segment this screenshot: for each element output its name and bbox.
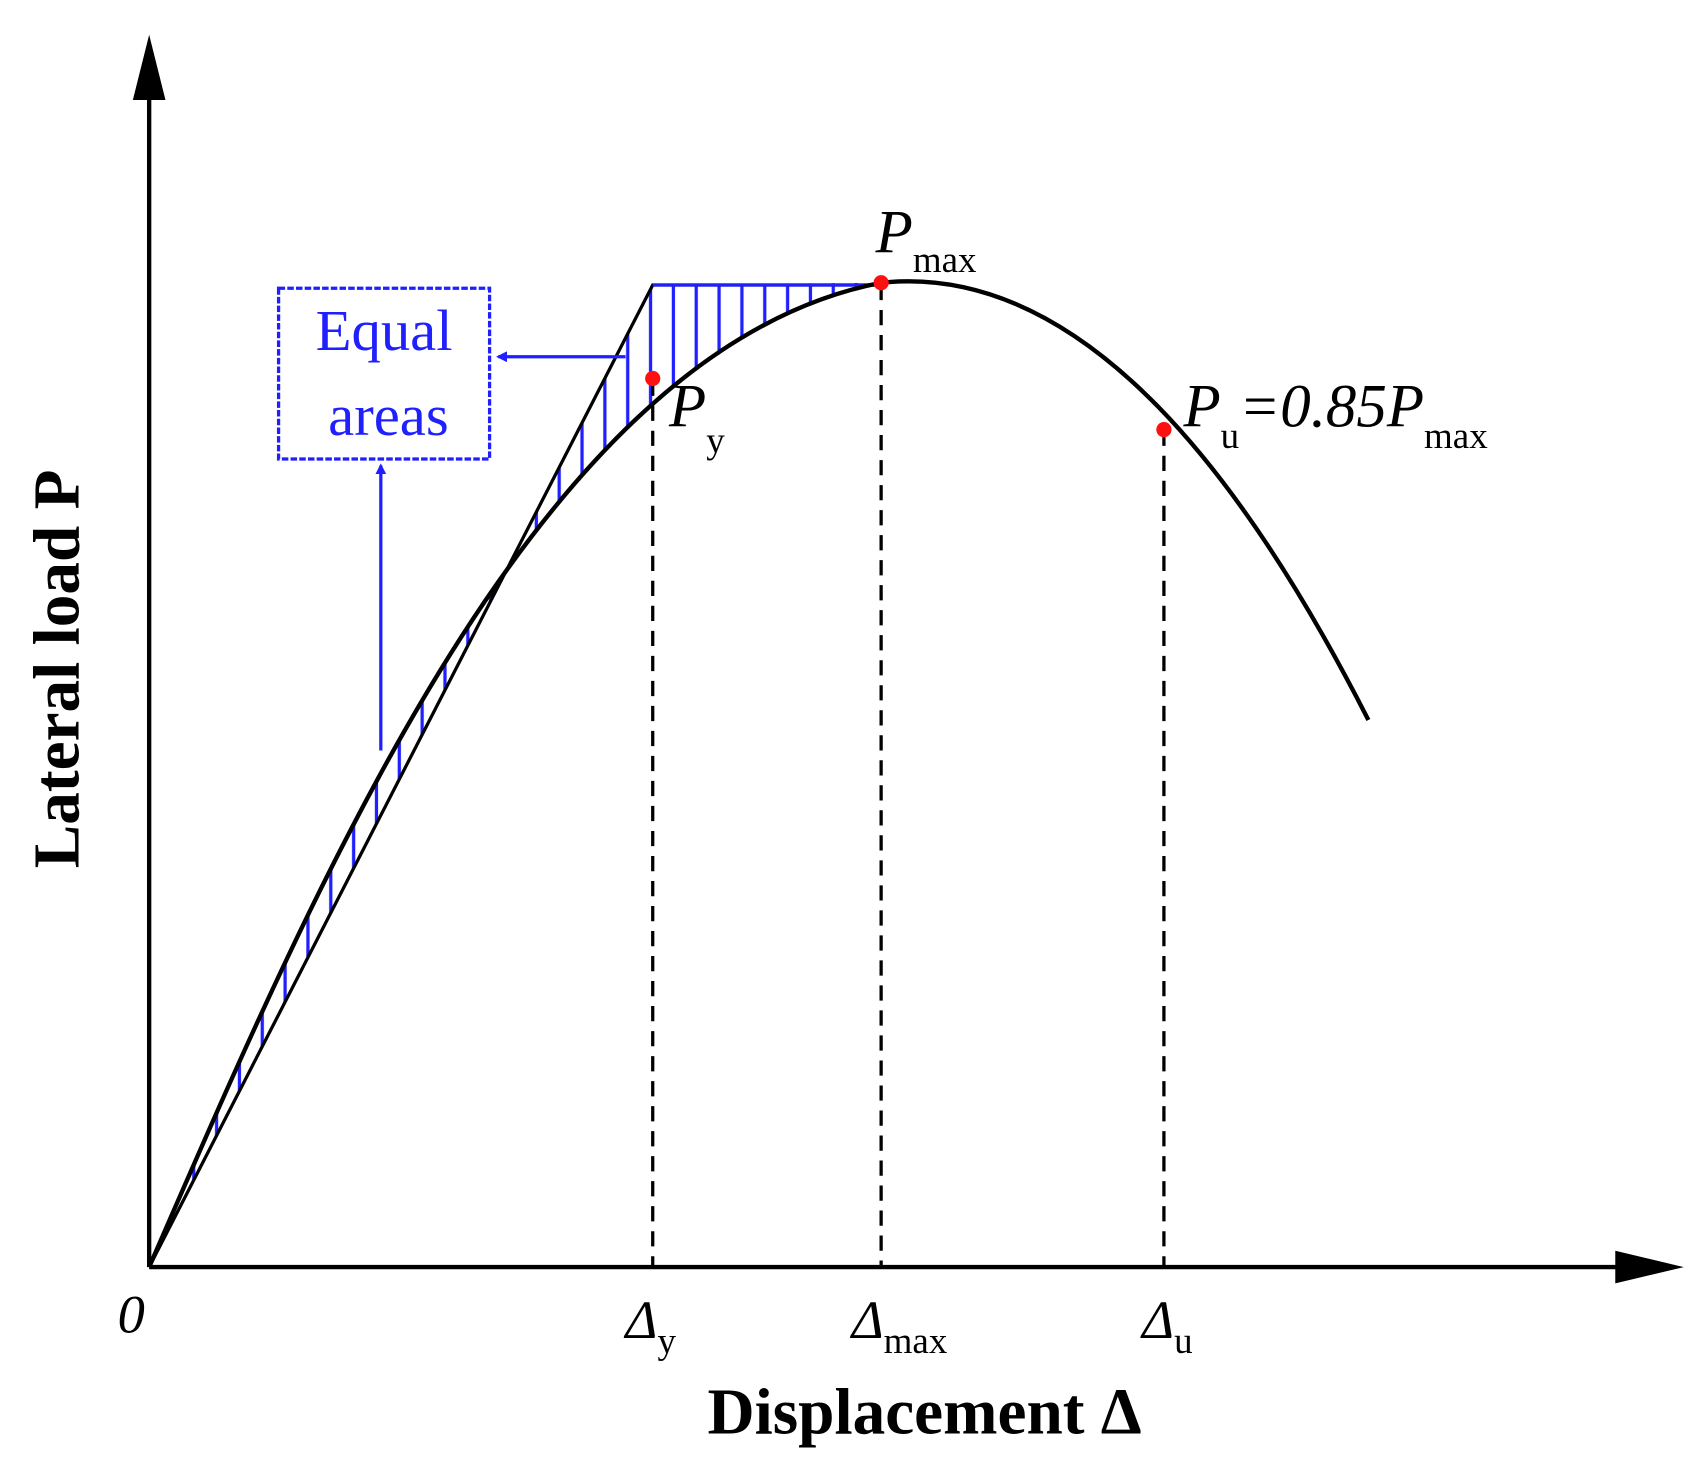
points xyxy=(645,275,1172,438)
annotation-text: Equal xyxy=(316,298,453,363)
label-part: max xyxy=(1424,415,1488,456)
annotation-box xyxy=(276,286,492,461)
label-part: P xyxy=(1182,373,1220,440)
x-tick-label: Δy xyxy=(624,1290,677,1361)
label-part: u xyxy=(1221,415,1239,456)
hatch-area xyxy=(149,282,882,1268)
label-part: P xyxy=(668,373,706,440)
label-part: max xyxy=(913,239,977,280)
x-arrow xyxy=(1615,1250,1684,1284)
y-arrow xyxy=(132,34,166,101)
guides xyxy=(651,284,1166,1268)
label-part: y xyxy=(657,1320,676,1361)
label-part: Δ xyxy=(1140,1290,1174,1350)
y-axis-title: Lateral load P xyxy=(21,470,93,869)
origin-label: 0 xyxy=(118,1284,145,1344)
label-part: P xyxy=(875,199,913,266)
point-label: Pmax xyxy=(875,199,977,280)
annotation-text: areas xyxy=(328,383,449,448)
label-part: y xyxy=(706,419,725,460)
bilinear-line xyxy=(147,283,882,1268)
load-curve xyxy=(147,279,1371,1268)
label-part: Δ xyxy=(850,1290,884,1350)
label-part: P xyxy=(1386,373,1424,440)
label-part: u xyxy=(1174,1320,1192,1361)
x-tick-label: Δu xyxy=(1140,1290,1192,1361)
label-part: =0.85 xyxy=(1239,373,1387,440)
x-axis-title: Displacement Δ xyxy=(708,1376,1142,1448)
point-label: Pu=0.85Pmax xyxy=(1182,373,1488,456)
label-part: max xyxy=(884,1320,948,1361)
x-tick-label: Δmax xyxy=(850,1290,948,1361)
point-label: Py xyxy=(668,373,725,460)
label-part: Δ xyxy=(624,1290,658,1350)
